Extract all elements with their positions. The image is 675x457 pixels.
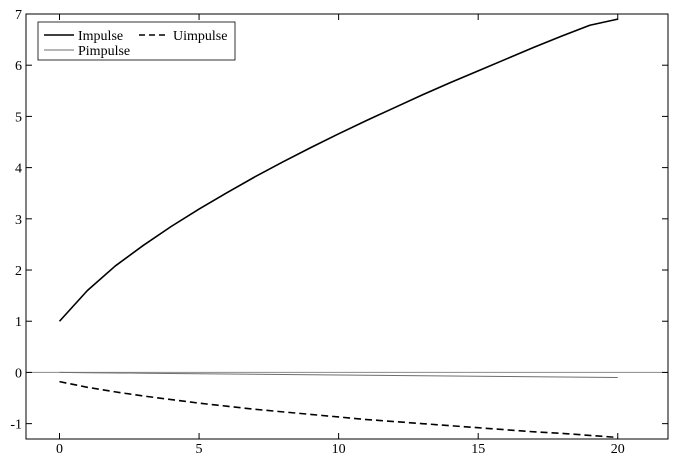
legend-box [37,21,236,61]
x-tick-label: 5 [196,442,203,457]
series-line-impulse [58,18,618,322]
plot-frame [25,13,669,440]
legend-label-uimpulse: Uimpulse [173,29,227,44]
legend: Impulse Uimpulse Pimpulse [37,21,236,61]
y-tick-label: 6 [15,59,22,74]
y-tick-label: 3 [15,213,22,228]
y-tick-label: 1 [15,315,22,330]
series-line-pimpulse [59,371,618,379]
y-tick-label: 0 [15,366,22,381]
x-tick-label: 20 [611,442,625,457]
legend-label-impulse: Impulse [78,29,123,44]
y-tick-label: -1 [10,418,22,433]
x-tick-label: 0 [56,442,63,457]
y-tick-label: 5 [15,110,22,125]
y-tick-label: 2 [15,264,22,279]
x-tick-label: 10 [332,442,346,457]
legend-label-pimpulse: Pimpulse [78,44,130,59]
y-tick-label: 4 [15,162,22,177]
y-tick-label: 7 [15,8,22,23]
series-line-uimpulse [59,380,618,439]
x-tick-label: 15 [471,442,485,457]
series-lines [58,18,618,439]
axis-ticks: 0 5 10 15 20 -1 0 1 2 3 4 5 6 7 [10,8,668,457]
